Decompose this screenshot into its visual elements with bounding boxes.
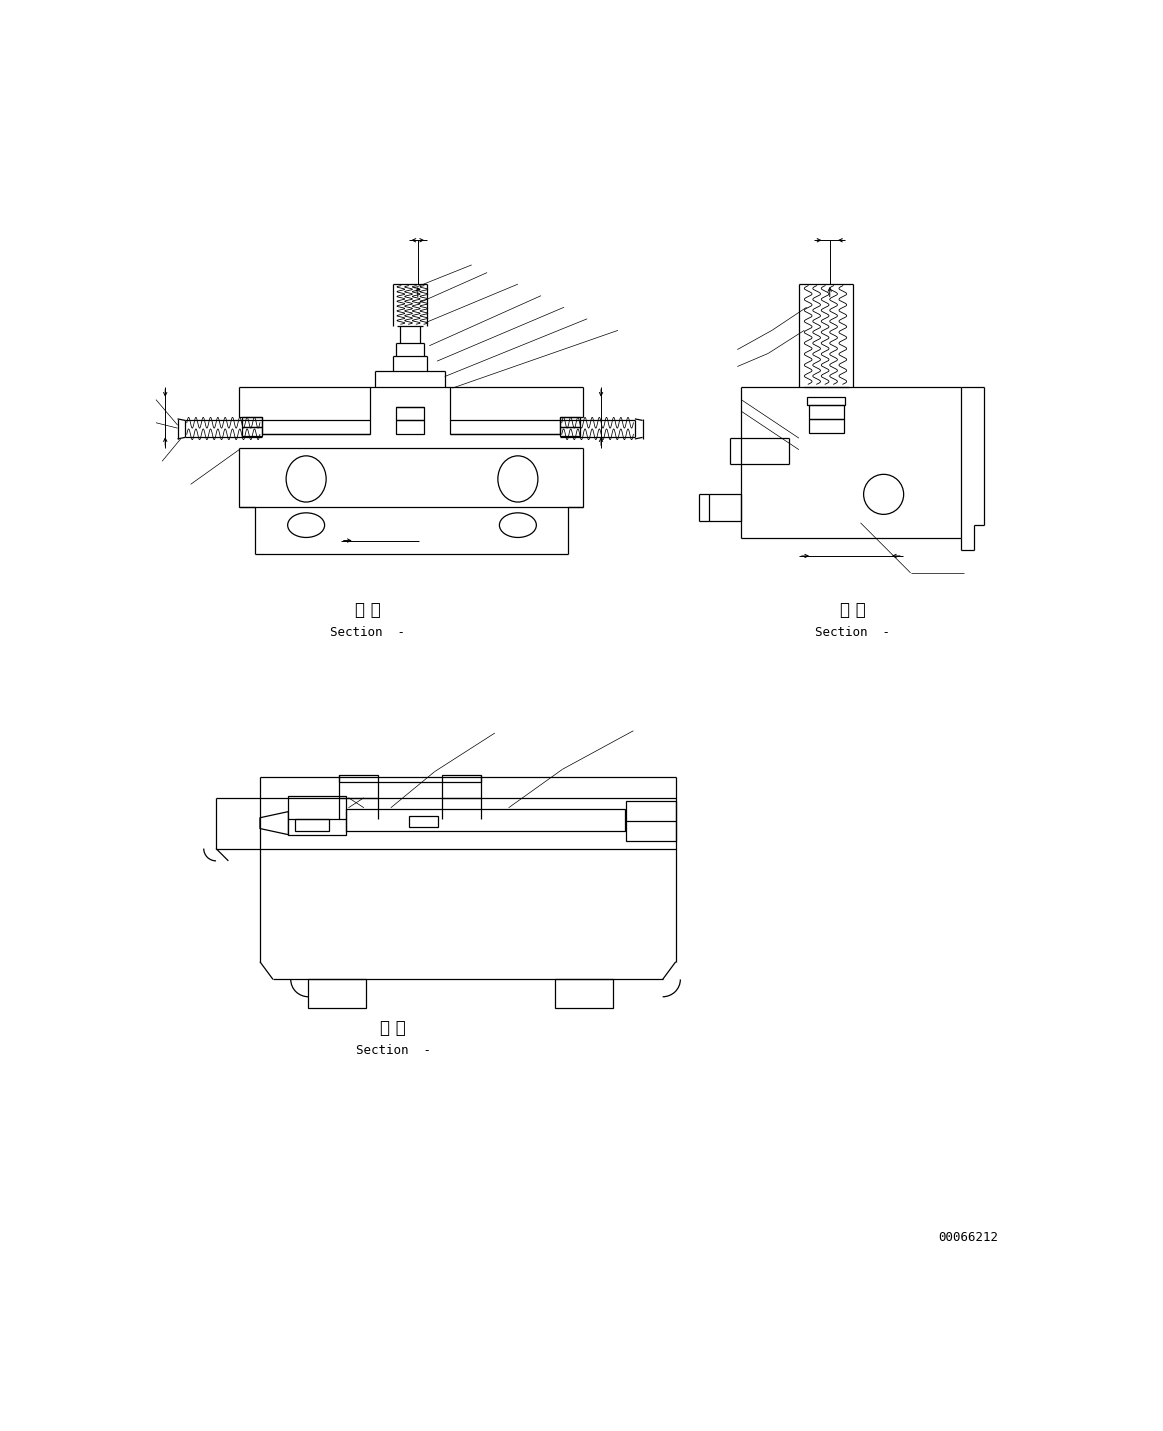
Bar xyxy=(626,801,676,841)
Bar xyxy=(809,405,843,419)
Bar xyxy=(397,421,424,434)
Bar xyxy=(288,796,347,834)
Text: 断 面: 断 面 xyxy=(380,1019,406,1037)
Bar xyxy=(708,494,741,521)
Bar xyxy=(397,406,424,421)
Bar xyxy=(561,426,580,436)
Bar xyxy=(555,979,613,1007)
Text: Section  -: Section - xyxy=(330,625,405,640)
Text: 00066212: 00066212 xyxy=(939,1231,998,1244)
Text: Section  -: Section - xyxy=(815,625,891,640)
Bar xyxy=(294,820,329,831)
Text: Section  -: Section - xyxy=(356,1045,430,1058)
Text: 断 面: 断 面 xyxy=(840,601,865,620)
Text: 断 面: 断 面 xyxy=(355,601,380,620)
Bar xyxy=(308,979,366,1007)
Bar xyxy=(242,426,262,436)
Bar xyxy=(408,816,437,827)
Bar xyxy=(347,810,625,831)
Bar xyxy=(807,398,846,405)
Bar xyxy=(242,418,262,426)
Bar xyxy=(809,419,843,432)
Bar xyxy=(561,418,580,426)
Bar xyxy=(442,774,481,797)
Bar xyxy=(340,774,378,797)
